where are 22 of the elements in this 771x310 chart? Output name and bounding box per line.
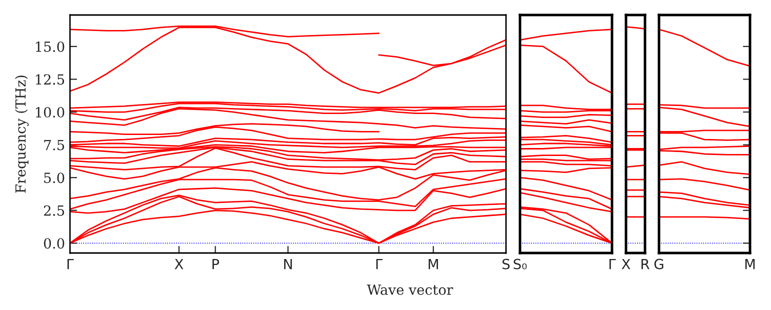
y-tick-label: 5.0 — [44, 172, 64, 184]
x-tick-label: Γ — [376, 258, 383, 270]
x-tick-label: N — [284, 258, 292, 270]
y-tick-label: 2.5 — [44, 205, 64, 216]
x-tick-label: Γ — [67, 258, 74, 270]
x-axis-title: Wave vector — [366, 284, 454, 295]
y-axis-title: Frequency (THz) — [15, 76, 29, 193]
x-tick-label: P — [212, 258, 220, 270]
x-tick-label: G — [654, 258, 664, 270]
x-tick-label: M — [745, 258, 755, 270]
y-tick-label: 7.5 — [44, 140, 64, 150]
x-tick-label: S₀ — [514, 258, 527, 270]
y-tick-label: 12.5 — [36, 74, 64, 85]
x-tick-label: X — [174, 258, 184, 270]
x-tick-label: S — [502, 258, 510, 270]
x-tick-label: Γ — [609, 258, 616, 270]
x-tick-label: M — [428, 258, 438, 270]
y-tick-label: 10.0 — [36, 107, 64, 118]
x-tick-label: X — [622, 258, 630, 270]
y-tick-label: 0.0 — [44, 238, 64, 249]
y-tick-label: 15.0 — [36, 41, 64, 52]
x-tick-label: R — [642, 258, 650, 270]
